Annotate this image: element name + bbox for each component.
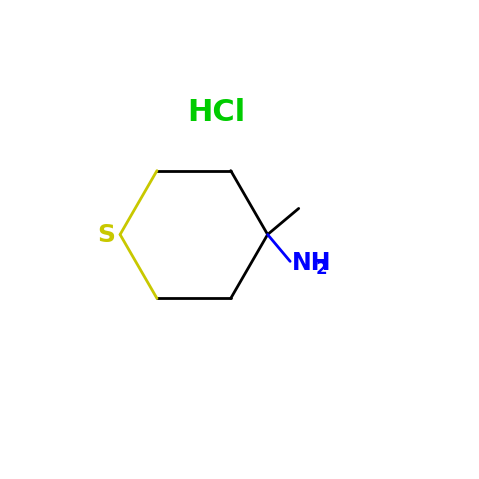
Text: NH: NH [292, 251, 331, 275]
Text: 2: 2 [316, 261, 327, 278]
Text: HCl: HCl [187, 98, 245, 127]
Text: S: S [97, 223, 115, 247]
